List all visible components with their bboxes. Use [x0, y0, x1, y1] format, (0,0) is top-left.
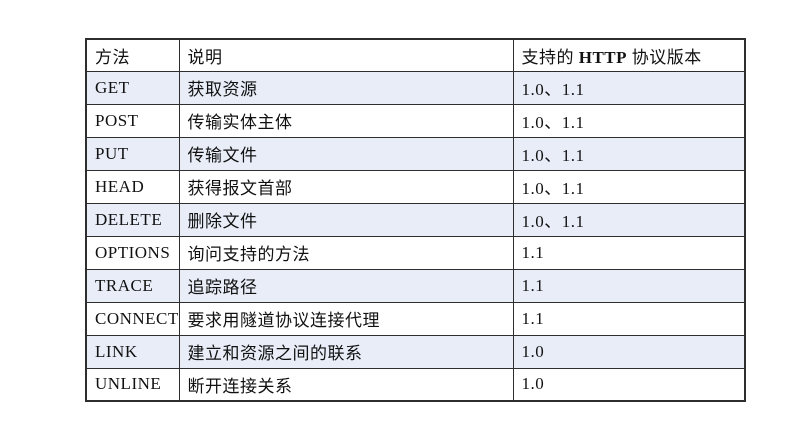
http-methods-table: 方法 说明 支持的 HTTP 协议版本 GET 获取资源 1.0、1.1 POST 传输… [85, 38, 746, 402]
table-row: PUT 传输文件 1.0、1.1 [85, 136, 746, 171]
cell-method: GET [85, 70, 180, 105]
cell-method: LINK [85, 334, 180, 369]
cell-description: 传输文件 [178, 136, 514, 171]
column-header-description: 说明 [178, 38, 514, 72]
cell-versions: 1.0、1.1 [512, 169, 746, 204]
cell-description: 建立和资源之间的联系 [178, 334, 514, 369]
cell-description: 传输实体主体 [178, 103, 514, 138]
cell-method: HEAD [85, 169, 180, 204]
table-row: UNLINE 断开连接关系 1.0 [85, 367, 746, 402]
header-versions-http-bold: HTTP [578, 47, 628, 67]
cell-versions: 1.1 [512, 235, 746, 270]
cell-description: 要求用隧道协议连接代理 [178, 301, 514, 336]
table-row: DELETE 删除文件 1.0、1.1 [85, 202, 746, 237]
cell-description: 获取资源 [178, 70, 514, 105]
cell-versions: 1.1 [512, 268, 746, 303]
cell-versions: 1.0 [512, 367, 746, 402]
header-row: 方法 说明 支持的 HTTP 协议版本 [85, 38, 746, 72]
table-row: HEAD 获得报文首部 1.0、1.1 [85, 169, 746, 204]
table-row: GET 获取资源 1.0、1.1 [85, 70, 746, 105]
cell-description: 删除文件 [178, 202, 514, 237]
cell-versions: 1.0 [512, 334, 746, 369]
cell-versions: 1.0、1.1 [512, 202, 746, 237]
column-header-method: 方法 [85, 38, 180, 72]
cell-method: OPTIONS [85, 235, 180, 270]
cell-method: PUT [85, 136, 180, 171]
http-methods-table-container: 方法 说明 支持的 HTTP 协议版本 GET 获取资源 1.0、1.1 POST 传输… [85, 38, 746, 402]
cell-description: 断开连接关系 [178, 367, 514, 402]
cell-method: CONNECT [85, 301, 180, 336]
table-row: OPTIONS 询问支持的方法 1.1 [85, 235, 746, 270]
cell-versions: 1.0、1.1 [512, 70, 746, 105]
cell-description: 追踪路径 [178, 268, 514, 303]
table-row: LINK 建立和资源之间的联系 1.0 [85, 334, 746, 369]
cell-versions: 1.1 [512, 301, 746, 336]
cell-method: DELETE [85, 202, 180, 237]
cell-method: POST [85, 103, 180, 138]
table-row: TRACE 追踪路径 1.1 [85, 268, 746, 303]
table-body: GET 获取资源 1.0、1.1 POST 传输实体主体 1.0、1.1 PUT 传输文件 1.… [85, 70, 746, 402]
header-versions-prefix: 支持的 [521, 47, 579, 67]
column-header-http-versions: 支持的 HTTP 协议版本 [512, 38, 746, 72]
cell-method: UNLINE [85, 367, 180, 402]
table-row: CONNECT 要求用隧道协议连接代理 1.1 [85, 301, 746, 336]
header-versions-suffix: 协议版本 [627, 47, 702, 67]
cell-description: 询问支持的方法 [178, 235, 514, 270]
cell-versions: 1.0、1.1 [512, 103, 746, 138]
cell-description: 获得报文首部 [178, 169, 514, 204]
cell-versions: 1.0、1.1 [512, 136, 746, 171]
table-row: POST 传输实体主体 1.0、1.1 [85, 103, 746, 138]
cell-method: TRACE [85, 268, 180, 303]
